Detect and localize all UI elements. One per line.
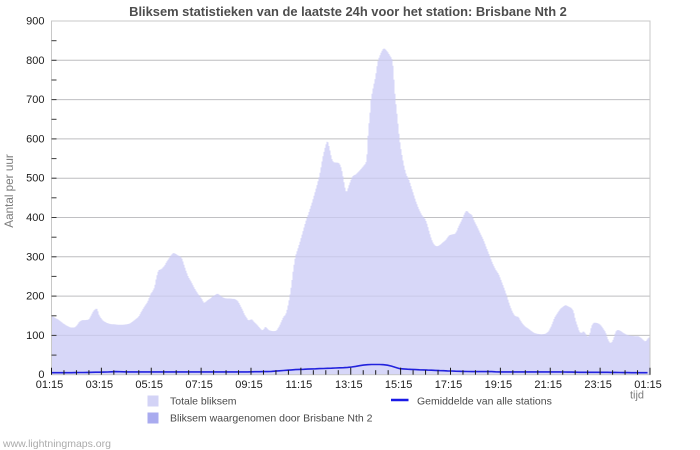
svg-text:23:15: 23:15 [584,379,612,391]
svg-text:100: 100 [26,330,44,342]
svg-text:09:15: 09:15 [235,379,263,391]
svg-text:13:15: 13:15 [335,379,363,391]
svg-text:11:15: 11:15 [286,379,313,391]
svg-text:400: 400 [26,212,44,224]
svg-text:300: 300 [26,251,44,263]
svg-text:Bliksem statistieken van de la: Bliksem statistieken van de laatste 24h … [129,4,567,19]
svg-text:900: 900 [26,16,44,28]
svg-text:Aantal per uur: Aantal per uur [3,154,16,228]
svg-text:17:15: 17:15 [435,379,463,391]
svg-text:05:15: 05:15 [135,379,163,391]
svg-text:Gemiddelde van alle stations: Gemiddelde van alle stations [417,396,552,408]
svg-text:03:15: 03:15 [86,379,114,391]
svg-text:0: 0 [38,369,44,381]
svg-text:800: 800 [26,55,44,67]
svg-text:700: 700 [26,94,44,106]
svg-text:21:15: 21:15 [534,379,562,391]
svg-text:www.lightningmaps.org: www.lightningmaps.org [2,438,111,450]
svg-text:200: 200 [26,291,44,303]
svg-text:tijd: tijd [630,390,644,402]
svg-text:01:15: 01:15 [634,379,662,391]
svg-text:Totale bliksem: Totale bliksem [170,396,237,408]
svg-text:07:15: 07:15 [185,379,213,391]
svg-text:19:15: 19:15 [485,379,513,391]
svg-text:Bliksem waargenomen door Brisb: Bliksem waargenomen door Brisbane Nth 2 [170,413,373,425]
svg-text:15:15: 15:15 [385,379,413,391]
svg-text:01:15: 01:15 [36,379,64,391]
svg-text:600: 600 [26,133,44,145]
svg-text:500: 500 [26,173,44,185]
